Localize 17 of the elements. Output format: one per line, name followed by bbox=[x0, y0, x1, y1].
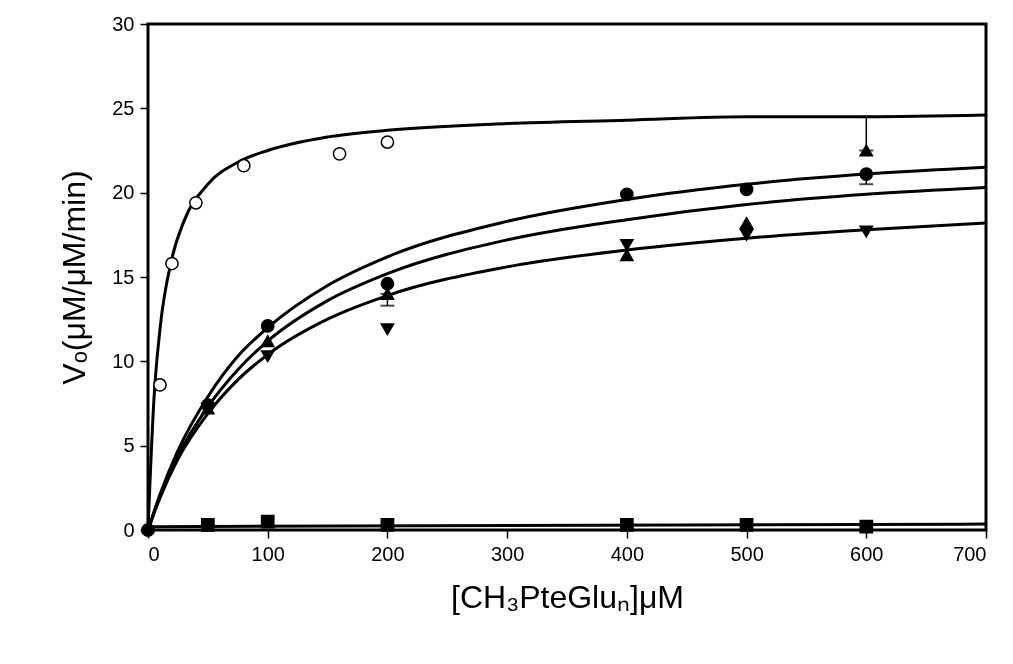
y-tick-label: 15 bbox=[112, 265, 135, 288]
x-tick-label: 400 bbox=[610, 542, 645, 565]
x-tick-label: 500 bbox=[730, 542, 764, 565]
y-tick-label: 20 bbox=[112, 181, 135, 204]
x-tick-label: 200 bbox=[371, 542, 405, 565]
y-tick-label: 10 bbox=[112, 349, 135, 372]
x-tick-label: 0 bbox=[148, 542, 160, 565]
x-axis-title: [CH₃PteGluₙ]μM bbox=[451, 578, 684, 615]
x-tick-label: 700 bbox=[953, 542, 987, 565]
x-tick-label: 300 bbox=[490, 542, 525, 565]
y-tick-label: 25 bbox=[112, 96, 135, 119]
y-tick-label: 0 bbox=[123, 518, 135, 541]
y-axis-title: Vₒ(μM/μM/min) bbox=[56, 170, 93, 385]
x-tick-label: 600 bbox=[850, 542, 884, 565]
x-tick-label: 100 bbox=[251, 542, 285, 565]
y-tick-label: 5 bbox=[123, 434, 135, 457]
y-tick-label: 30 bbox=[112, 12, 135, 35]
